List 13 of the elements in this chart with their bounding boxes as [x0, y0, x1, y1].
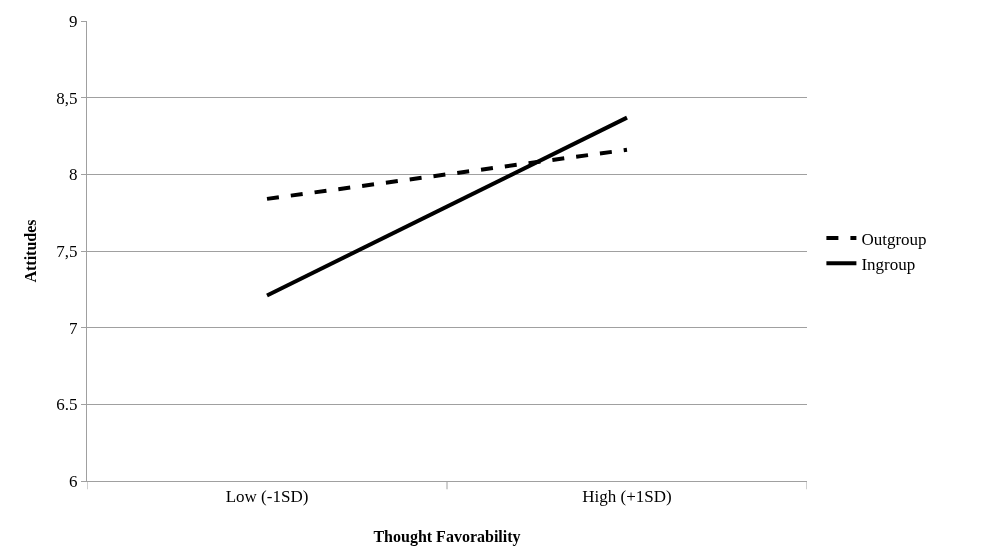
y-tick-label: 6: [69, 471, 78, 491]
y-tick-label: 7,5: [56, 241, 78, 261]
x-tick-label: High (+1SD): [582, 487, 672, 507]
y-tick-label: 7: [69, 318, 79, 338]
x-tick-label: Low (-1SD): [225, 487, 309, 507]
y-tick-label: 8: [69, 165, 78, 185]
x-axis-title: Thought Favorability: [373, 528, 521, 547]
legend-label: Outgroup: [861, 229, 927, 249]
legend-label: Ingroup: [861, 254, 916, 274]
y-tick-label: 6.5: [56, 395, 78, 415]
y-tick-label: 9: [69, 11, 78, 31]
y-tick-label: 8,5: [56, 88, 78, 108]
y-axis-title: Attitudes: [22, 219, 40, 283]
